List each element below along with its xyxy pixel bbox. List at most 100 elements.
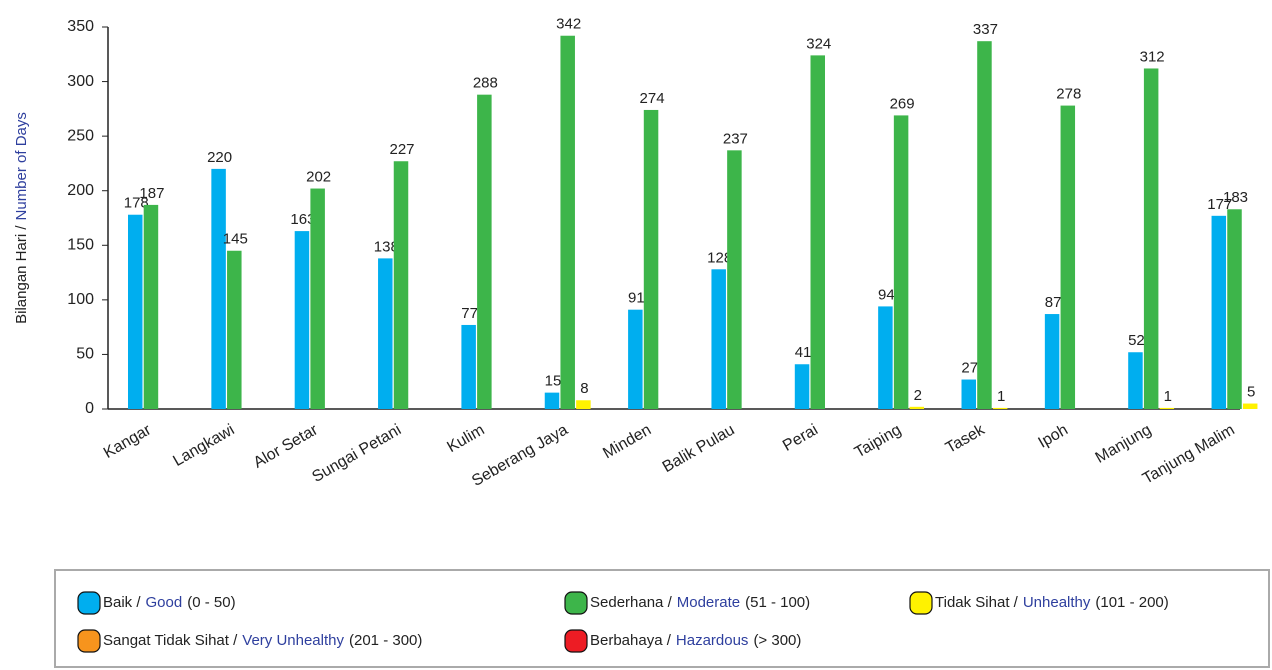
bar: [1211, 215, 1227, 409]
data-label: 337: [973, 21, 998, 38]
legend-label-part: Very Unhealthy: [242, 632, 344, 649]
y-axis-label-part: Bilangan Hari /: [13, 225, 30, 324]
data-label: 41: [795, 344, 812, 361]
data-label: 324: [806, 35, 831, 52]
data-label: 312: [1140, 48, 1165, 65]
y-tick-label: 150: [67, 237, 94, 254]
data-label: 288: [473, 75, 498, 92]
x-tick-label: Kangar: [101, 421, 155, 462]
legend-label-part: (101 - 200): [1095, 594, 1168, 611]
bar: [576, 400, 591, 409]
legend-label-part: (> 300): [753, 632, 801, 649]
data-label: 163: [290, 211, 315, 228]
bar: [961, 379, 976, 409]
legend-label-part: (0 - 50): [187, 594, 235, 611]
legend-label-part: Tidak Sihat /: [935, 594, 1019, 611]
y-tick-label: 250: [67, 127, 94, 144]
data-label: 8: [580, 380, 588, 397]
legend-swatch: [564, 629, 588, 653]
y-axis-label-part: Number of Days: [13, 112, 30, 220]
legend-label: Baik / Good (0 - 50): [103, 594, 236, 611]
data-label: 269: [890, 95, 915, 112]
bar: [211, 168, 226, 409]
legend-swatch: [77, 629, 101, 653]
x-tick-label: Balik Pulau: [660, 421, 738, 476]
data-label: 138: [374, 238, 399, 255]
bar: [544, 392, 560, 409]
bar: [310, 188, 325, 409]
x-tick-label: Tanjung Malim: [1140, 421, 1238, 487]
bar: [878, 306, 893, 409]
x-tick-label: Perai: [780, 421, 821, 454]
legend-label-part: Hazardous: [676, 632, 749, 649]
bar: [711, 269, 726, 409]
data-label: 342: [556, 16, 581, 33]
bar: [294, 231, 310, 409]
bar: [143, 204, 159, 409]
x-tick-label: Langkawi: [170, 421, 237, 470]
data-label: 87: [1045, 294, 1062, 311]
data-label: 77: [461, 305, 478, 322]
bar: [643, 109, 659, 409]
y-tick-label: 350: [67, 18, 94, 35]
y-axis-label: Bilangan Hari / Number of Days: [13, 112, 30, 324]
legend-label-part: (201 - 300): [349, 632, 422, 649]
bar: [227, 250, 242, 409]
y-tick-label: 200: [67, 182, 94, 199]
x-tick-label: Ipoh: [1035, 421, 1070, 451]
y-tick-label: 50: [76, 346, 94, 363]
bar: [1128, 352, 1143, 409]
legend-label-part: Sangat Tidak Sihat /: [103, 632, 238, 649]
bar: [393, 161, 409, 409]
data-label: 178: [124, 195, 149, 212]
data-label: 91: [628, 290, 645, 307]
data-label: 52: [1128, 332, 1145, 349]
legend-label: Berbahaya / Hazardous (> 300): [590, 632, 801, 649]
bar: [1044, 314, 1060, 409]
legend-label-part: Good: [146, 594, 183, 611]
data-label: 187: [139, 185, 164, 202]
x-tick-label: Manjung: [1093, 421, 1155, 466]
x-tick-label: Tasek: [943, 421, 989, 457]
legend-label-part: Sederhana /: [590, 594, 673, 611]
bar: [977, 41, 992, 410]
data-label: 15: [545, 373, 562, 390]
legend-label: Tidak Sihat / Unhealthy (101 - 200): [935, 594, 1169, 611]
data-label: 183: [1223, 189, 1248, 206]
data-label: 27: [961, 360, 978, 377]
bar: [810, 55, 825, 410]
legend-box: [54, 569, 1270, 668]
data-label: 1: [997, 388, 1005, 405]
bar: [1227, 209, 1242, 409]
data-label: 94: [878, 286, 895, 303]
legend-label-part: (51 - 100): [745, 594, 810, 611]
legend-swatch: [909, 591, 933, 615]
data-label: 202: [306, 169, 331, 186]
data-label: 128: [707, 249, 732, 266]
legend-label-part: Baik /: [103, 594, 141, 611]
data-label: 177: [1207, 196, 1232, 213]
bar: [378, 258, 393, 409]
legend-swatch: [564, 591, 588, 615]
bar: [794, 364, 810, 409]
legend-label-part: Moderate: [677, 594, 740, 611]
data-label: 227: [389, 141, 414, 158]
bar: [560, 35, 575, 409]
data-label: 1: [1164, 388, 1172, 405]
bar: [893, 115, 909, 410]
y-tick-label: 100: [67, 291, 94, 308]
legend-label-part: Unhealthy: [1023, 594, 1091, 611]
data-label: 278: [1056, 86, 1081, 103]
data-label: 220: [207, 149, 232, 166]
bar: [727, 150, 742, 409]
legend-label: Sangat Tidak Sihat / Very Unhealthy (201 -…: [103, 632, 422, 649]
data-label: 274: [640, 90, 665, 107]
data-label: 237: [723, 130, 748, 147]
x-tick-label: Alor Setar: [251, 421, 322, 472]
bar: [128, 214, 143, 409]
bar: [1159, 407, 1175, 409]
bar: [477, 94, 492, 409]
bar: [1060, 105, 1076, 409]
x-tick-label: Sungai Petani: [309, 421, 404, 486]
